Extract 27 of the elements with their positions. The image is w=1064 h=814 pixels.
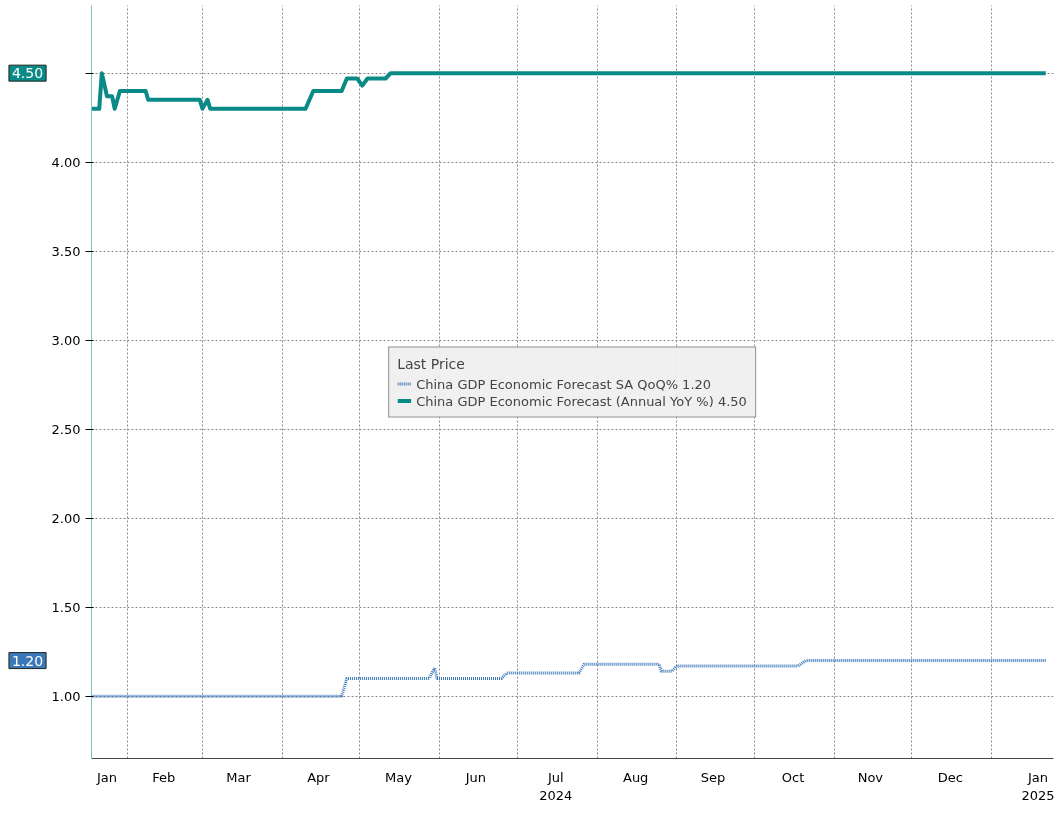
legend-label: China GDP Economic Forecast SA QoQ% 1.20 — [416, 376, 712, 391]
x-tick-label: Jun — [464, 769, 486, 785]
x-tick-label: Nov — [857, 769, 884, 785]
x-tick-label: Oct — [781, 769, 805, 785]
x-tick-label: May — [384, 769, 413, 785]
legend-label: China GDP Economic Forecast (Annual YoY %) 4.50 — [416, 393, 747, 408]
y-tick-label: 3.50 — [51, 243, 81, 259]
x-tick-label: Dec — [937, 769, 963, 785]
legend-title: Last Price — [397, 355, 466, 371]
y-tick-label: 1.50 — [51, 599, 81, 615]
y-tick-label: 1.00 — [51, 688, 81, 704]
x-tick-label: Jan 2025 — [1021, 769, 1055, 803]
y-tick-label: 2.50 — [51, 421, 81, 437]
x-tick-label: Aug — [623, 769, 649, 785]
text: 4.50 — [11, 65, 44, 82]
x-tick-label: Sep — [700, 769, 726, 785]
x-tick-label: Apr — [307, 769, 331, 785]
x-tick-label: Mar — [226, 769, 252, 785]
line-series — [91, 659, 1048, 698]
x-tick-label: Jan — [95, 769, 117, 785]
y-tick-label: 3.00 — [51, 332, 81, 348]
y-tick-label: 2.00 — [51, 510, 81, 526]
x-tick-label: Feb — [152, 769, 176, 785]
y-tick-label: 4.00 — [51, 154, 81, 170]
text: 1.20 — [11, 652, 44, 669]
line-series — [91, 71, 1048, 111]
x-tick-label: Jul 2024 — [539, 769, 573, 803]
